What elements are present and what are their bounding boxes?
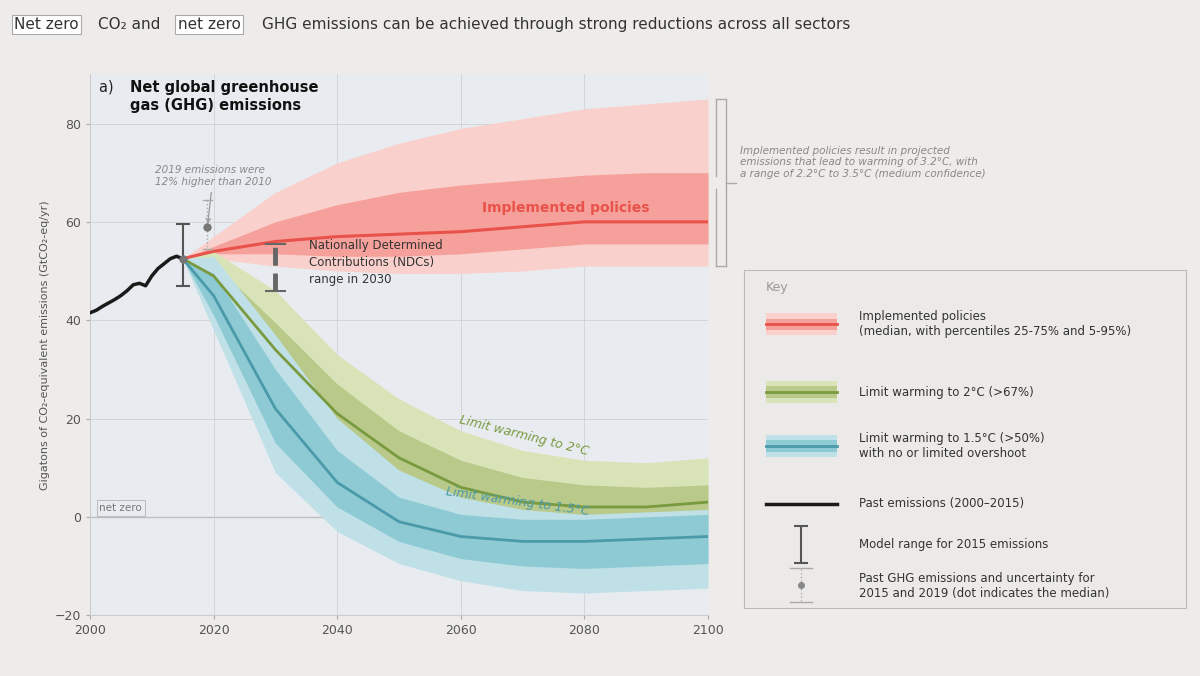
Text: Limit warming to 2°C: Limit warming to 2°C xyxy=(457,414,589,458)
Text: Implemented policies
(median, with percentiles 25-75% and 5-95%): Implemented policies (median, with perce… xyxy=(859,310,1130,339)
Text: Past emissions (2000–2015): Past emissions (2000–2015) xyxy=(859,497,1024,510)
Bar xyxy=(766,381,836,403)
Text: a): a) xyxy=(100,80,119,95)
Text: net zero: net zero xyxy=(100,503,142,513)
Text: Implemented policies: Implemented policies xyxy=(482,201,650,215)
Bar xyxy=(766,435,836,457)
Y-axis label: Gigatons of CO₂-equivalent emissions (GtCO₂-eq/yr): Gigatons of CO₂-equivalent emissions (Gt… xyxy=(41,200,50,489)
Text: Implemented policies result in projected
emissions that lead to warming of 3.2°C: Implemented policies result in projected… xyxy=(740,145,986,179)
Text: Net global greenhouse
gas (GHG) emissions: Net global greenhouse gas (GHG) emission… xyxy=(130,80,319,114)
Text: Limit warming to 1.5°C: Limit warming to 1.5°C xyxy=(445,485,590,518)
Bar xyxy=(766,318,836,331)
Bar xyxy=(766,314,836,335)
Text: Model range for 2015 emissions: Model range for 2015 emissions xyxy=(859,537,1048,551)
Text: Key: Key xyxy=(766,281,788,293)
Bar xyxy=(766,440,836,452)
Text: GHG emissions can be achieved through strong reductions across all sectors: GHG emissions can be achieved through st… xyxy=(262,17,850,32)
Text: Past GHG emissions and uncertainty for
2015 and 2019 (dot indicates the median): Past GHG emissions and uncertainty for 2… xyxy=(859,573,1109,600)
Bar xyxy=(766,386,836,398)
Text: 2019 emissions were
12% higher than 2010: 2019 emissions were 12% higher than 2010 xyxy=(155,166,271,222)
Text: Net zero: Net zero xyxy=(14,17,79,32)
Text: Nationally Determined
Contributions (NDCs)
range in 2030: Nationally Determined Contributions (NDC… xyxy=(310,239,443,285)
Text: net zero: net zero xyxy=(178,17,240,32)
Text: Limit warming to 2°C (>67%): Limit warming to 2°C (>67%) xyxy=(859,385,1033,399)
Text: CO₂ and: CO₂ and xyxy=(98,17,166,32)
Text: Limit warming to 1.5°C (>50%)
with no or limited overshoot: Limit warming to 1.5°C (>50%) with no or… xyxy=(859,432,1044,460)
